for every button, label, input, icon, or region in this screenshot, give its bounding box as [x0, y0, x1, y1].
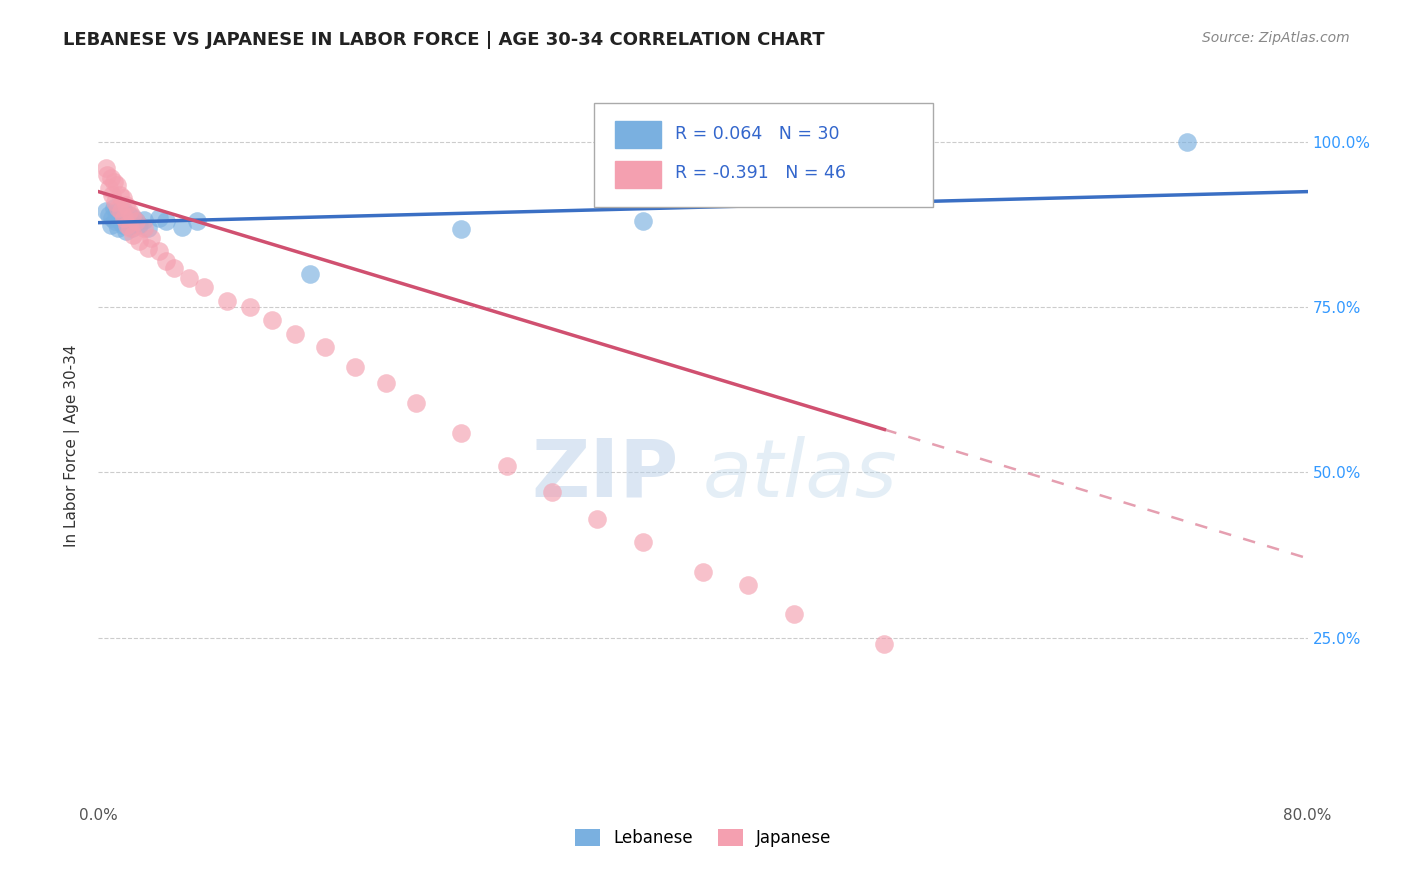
Point: [125, 214, 148, 228]
Point: [239, 300, 262, 314]
Point: [405, 396, 427, 410]
Point: [193, 280, 215, 294]
Point: [125, 214, 148, 228]
Point: [120, 218, 142, 232]
Text: atlas: atlas: [703, 435, 898, 514]
Point: [100, 171, 122, 186]
Point: [111, 218, 134, 232]
Point: [110, 204, 132, 219]
Point: [132, 221, 155, 235]
Y-axis label: In Labor Force | Age 30-34: In Labor Force | Age 30-34: [63, 344, 80, 548]
Point: [94, 161, 117, 176]
Point: [104, 194, 127, 209]
Point: [586, 511, 609, 525]
Point: [344, 359, 367, 374]
Point: [100, 218, 122, 232]
Text: ZIP: ZIP: [531, 435, 679, 514]
Legend: Lebanese, Japanese: Lebanese, Japanese: [567, 821, 839, 855]
Point: [118, 208, 141, 222]
Point: [136, 241, 159, 255]
Point: [110, 214, 132, 228]
Point: [170, 219, 193, 234]
Text: Source: ZipAtlas.com: Source: ZipAtlas.com: [1202, 31, 1350, 45]
Bar: [614, 121, 661, 148]
Point: [783, 607, 806, 622]
Point: [115, 214, 138, 228]
Point: [118, 204, 141, 219]
Point: [314, 340, 336, 354]
Point: [108, 211, 131, 225]
Point: [163, 260, 186, 275]
Point: [136, 221, 159, 235]
Point: [104, 214, 127, 228]
Point: [155, 214, 177, 228]
Point: [374, 376, 396, 391]
Point: [132, 213, 155, 227]
Point: [121, 221, 143, 235]
Point: [122, 211, 145, 225]
Point: [103, 201, 125, 215]
Point: [120, 221, 142, 235]
Point: [111, 191, 134, 205]
Point: [179, 270, 201, 285]
Point: [115, 218, 138, 232]
Point: [128, 234, 150, 248]
FancyBboxPatch shape: [595, 103, 932, 207]
Point: [98, 208, 121, 222]
Point: [105, 178, 128, 192]
Text: R = 0.064   N = 30: R = 0.064 N = 30: [675, 125, 839, 143]
Point: [299, 267, 322, 281]
Point: [540, 485, 562, 500]
Point: [94, 204, 117, 219]
Point: [122, 227, 145, 242]
Point: [495, 458, 517, 473]
Point: [186, 214, 208, 228]
Point: [103, 175, 125, 189]
Point: [112, 211, 135, 225]
Point: [108, 188, 131, 202]
Point: [631, 214, 654, 228]
Text: R = -0.391   N = 46: R = -0.391 N = 46: [675, 164, 846, 182]
Point: [450, 222, 472, 236]
Point: [114, 224, 136, 238]
Point: [631, 534, 654, 549]
Point: [737, 578, 759, 592]
Point: [215, 293, 238, 308]
Point: [262, 313, 284, 327]
Point: [141, 231, 163, 245]
Point: [121, 209, 143, 223]
Point: [101, 211, 124, 225]
Point: [128, 218, 150, 232]
Point: [107, 201, 129, 215]
Point: [155, 254, 177, 268]
Point: [873, 637, 896, 651]
Point: [112, 204, 135, 219]
Point: [1175, 135, 1198, 149]
Point: [105, 204, 128, 219]
Point: [98, 181, 121, 195]
Point: [96, 168, 118, 182]
Point: [114, 198, 136, 212]
Text: LEBANESE VS JAPANESE IN LABOR FORCE | AGE 30-34 CORRELATION CHART: LEBANESE VS JAPANESE IN LABOR FORCE | AG…: [63, 31, 825, 49]
Point: [148, 211, 170, 225]
Point: [107, 221, 129, 235]
Point: [450, 425, 472, 440]
Point: [148, 244, 170, 258]
Point: [284, 326, 307, 341]
Point: [101, 188, 124, 202]
Point: [692, 565, 714, 579]
Bar: [614, 161, 661, 187]
